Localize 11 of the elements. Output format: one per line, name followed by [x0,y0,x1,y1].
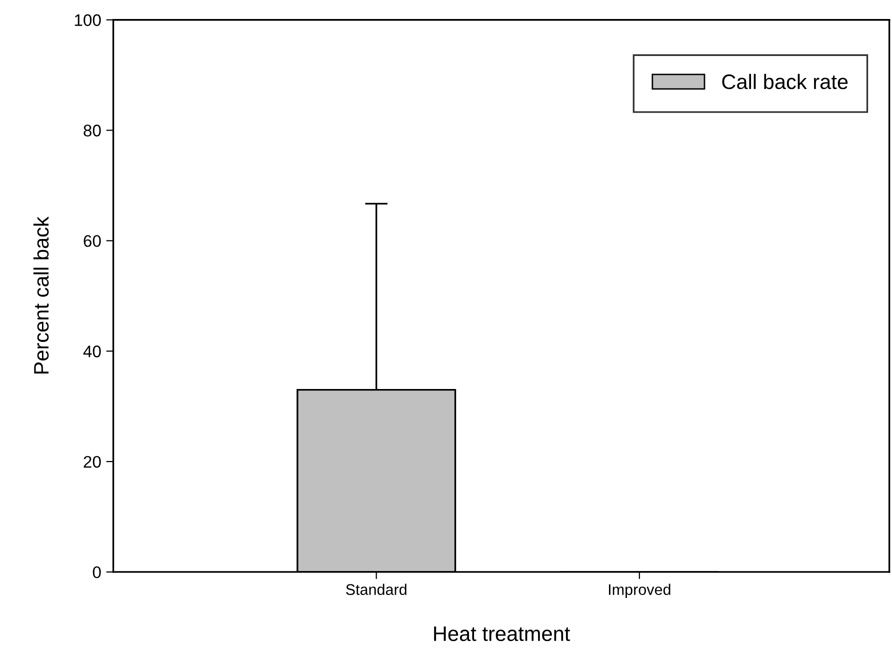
y-axis-title: Percent call back [33,216,49,374]
y-tick-label: 100 [74,14,101,26]
y-tick-label: 20 [84,456,101,468]
y-tick-label: 80 [84,124,101,136]
y-tick-label: 60 [84,235,101,247]
y-tick-label: 40 [83,346,101,358]
legend-label: Call back rate [722,74,848,90]
x-tick-label: Improved [608,584,670,598]
x-tick-label: Standard [346,584,406,595]
x-axis-title: Heat treatment [434,626,570,642]
y-tick-label: 0 [92,566,101,578]
